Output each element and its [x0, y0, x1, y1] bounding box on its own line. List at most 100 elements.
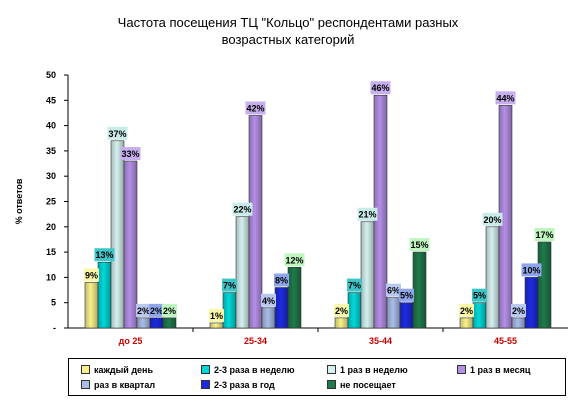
x-tick-label: 35-44 [369, 336, 392, 346]
y-tick-label: 40 [46, 121, 56, 131]
data-label: 5% [473, 291, 486, 301]
data-label: 42% [246, 103, 264, 113]
data-label-box [511, 303, 526, 317]
legend-item: каждый день [81, 364, 153, 376]
data-label-box [149, 303, 164, 317]
y-tick-label: 15 [46, 247, 56, 257]
data-label-box [136, 303, 151, 317]
legend-swatch [327, 380, 336, 390]
y-tick-label: 25 [46, 197, 56, 207]
data-label-box [347, 278, 362, 292]
bar [97, 261, 112, 329]
data-label-box [534, 227, 555, 241]
data-label: 20% [483, 215, 501, 225]
data-label: 12% [285, 255, 303, 265]
bar [248, 115, 263, 329]
data-label-box [222, 278, 237, 292]
data-label: 13% [95, 250, 113, 260]
bar [347, 292, 362, 329]
data-label: 15% [410, 240, 428, 250]
legend-swatch [201, 365, 210, 375]
data-label-box [84, 268, 99, 282]
data-label-box [94, 248, 115, 262]
y-tick-label: - [53, 323, 56, 333]
data-label-box [409, 238, 430, 252]
bar [412, 251, 427, 329]
legend-swatch [201, 380, 210, 390]
y-tick-label: 50 [46, 70, 56, 80]
data-label: 22% [233, 205, 251, 215]
bar [334, 317, 349, 329]
data-label: 7% [348, 281, 361, 291]
chart-title-line-1: Частота посещения ТЦ "Кольцо" респондент… [117, 15, 459, 30]
y-tick-label: 35 [46, 146, 56, 156]
legend-label: не посещает [340, 380, 396, 390]
data-label-box [107, 126, 128, 140]
legend-item: не посещает [327, 379, 396, 391]
legend: каждый день 2-3 раза в неделю 1 раз в неде… [68, 358, 566, 396]
bar [261, 307, 276, 329]
data-label: 8% [275, 276, 288, 286]
data-label-box [261, 293, 276, 307]
bar [274, 287, 289, 329]
legend-item: 2-3 раза в год [201, 379, 275, 391]
bar [209, 322, 224, 329]
data-label: 2% [150, 306, 163, 316]
data-label-box [245, 101, 266, 115]
bar [485, 226, 500, 329]
legend-item: раз в квартал [81, 379, 155, 391]
data-label: 1% [210, 311, 223, 321]
legend-swatch [81, 365, 90, 375]
x-tick-label: до 25 [119, 336, 143, 346]
legend-label: 2-3 раза в неделю [214, 365, 295, 375]
legend-swatch [327, 365, 336, 375]
data-label: 4% [262, 296, 275, 306]
data-label-box [357, 207, 378, 221]
data-label-box [232, 202, 253, 216]
bar [149, 317, 164, 329]
data-label: 5% [400, 291, 413, 301]
bar [287, 266, 302, 329]
data-label-box [521, 263, 542, 277]
bar [472, 302, 487, 329]
y-axis-label: % ответов [14, 178, 24, 224]
data-label-box [370, 81, 391, 95]
data-label: 2% [460, 306, 473, 316]
legend-label: 2-3 раза в год [214, 380, 275, 390]
data-label-box [399, 288, 414, 302]
bar [459, 317, 474, 329]
bar [222, 292, 237, 329]
legend-label: каждый день [94, 365, 154, 375]
data-label: 2% [335, 306, 348, 316]
bar [123, 160, 138, 329]
x-tick-label: 45-55 [494, 336, 517, 346]
chart-title: Частота посещения ТЦ "Кольцо" респондент… [0, 14, 576, 48]
bar [524, 277, 539, 329]
bar [84, 282, 99, 329]
legend-swatch [81, 380, 90, 390]
y-tick-label: 10 [46, 272, 56, 282]
bar [360, 221, 375, 329]
bar [399, 302, 414, 329]
bar [511, 317, 526, 329]
legend-swatch [457, 365, 466, 375]
data-label-box [472, 288, 487, 302]
data-label: 17% [535, 230, 553, 240]
legend-label: 1 раз в неделю [340, 365, 408, 375]
data-label: 2% [137, 306, 150, 316]
data-label: 10% [522, 265, 540, 275]
data-label-box [459, 303, 474, 317]
data-label: 21% [358, 210, 376, 220]
data-label: 46% [371, 83, 389, 93]
bar [386, 297, 401, 329]
data-label: 9% [85, 270, 98, 280]
data-label-box [284, 253, 305, 267]
data-label-box [120, 147, 141, 161]
bar [235, 216, 250, 329]
data-label-box [274, 273, 289, 287]
y-tick-label: 30 [46, 171, 56, 181]
legend-label: 1 раз в месяц [470, 365, 531, 375]
bar [162, 317, 177, 329]
data-label-box [162, 303, 177, 317]
bar [136, 317, 151, 329]
